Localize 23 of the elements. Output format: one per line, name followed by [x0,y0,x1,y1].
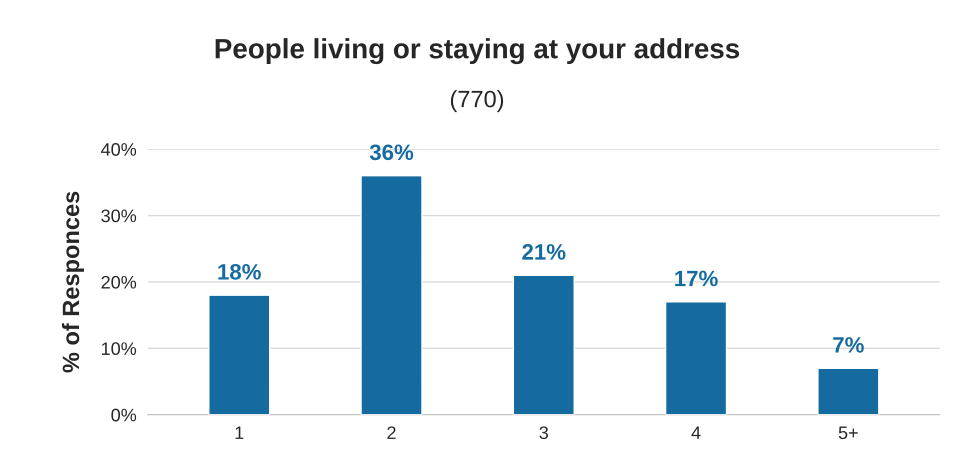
x-tick-label: 3 [539,426,548,440]
y-tick-label: 40% [101,143,136,156]
x-tick-label: 1 [236,426,244,439]
bar [360,174,423,415]
data-label: 36% [370,144,414,160]
data-label: 17% [675,270,718,286]
bar [664,301,728,415]
chart-subtitle: (770) [450,90,504,112]
bar [817,368,880,415]
x-tick-label: 5+ [838,426,858,440]
y-tick-label: 10% [102,342,136,356]
data-label: 7% [833,337,864,353]
bar [512,274,575,415]
data-label: 18% [218,264,261,280]
bar [208,294,270,415]
y-tick-label: 20% [102,276,136,289]
x-tick-label: 4 [691,426,701,439]
y-tick-label: 0% [111,408,136,422]
chart-title: People living or staying at your address [216,38,740,64]
y-axis-title: % of Responces [62,192,84,373]
y-tick-label: 30% [101,209,136,222]
data-label: 21% [522,244,566,260]
x-tick-label: 2 [387,426,396,439]
